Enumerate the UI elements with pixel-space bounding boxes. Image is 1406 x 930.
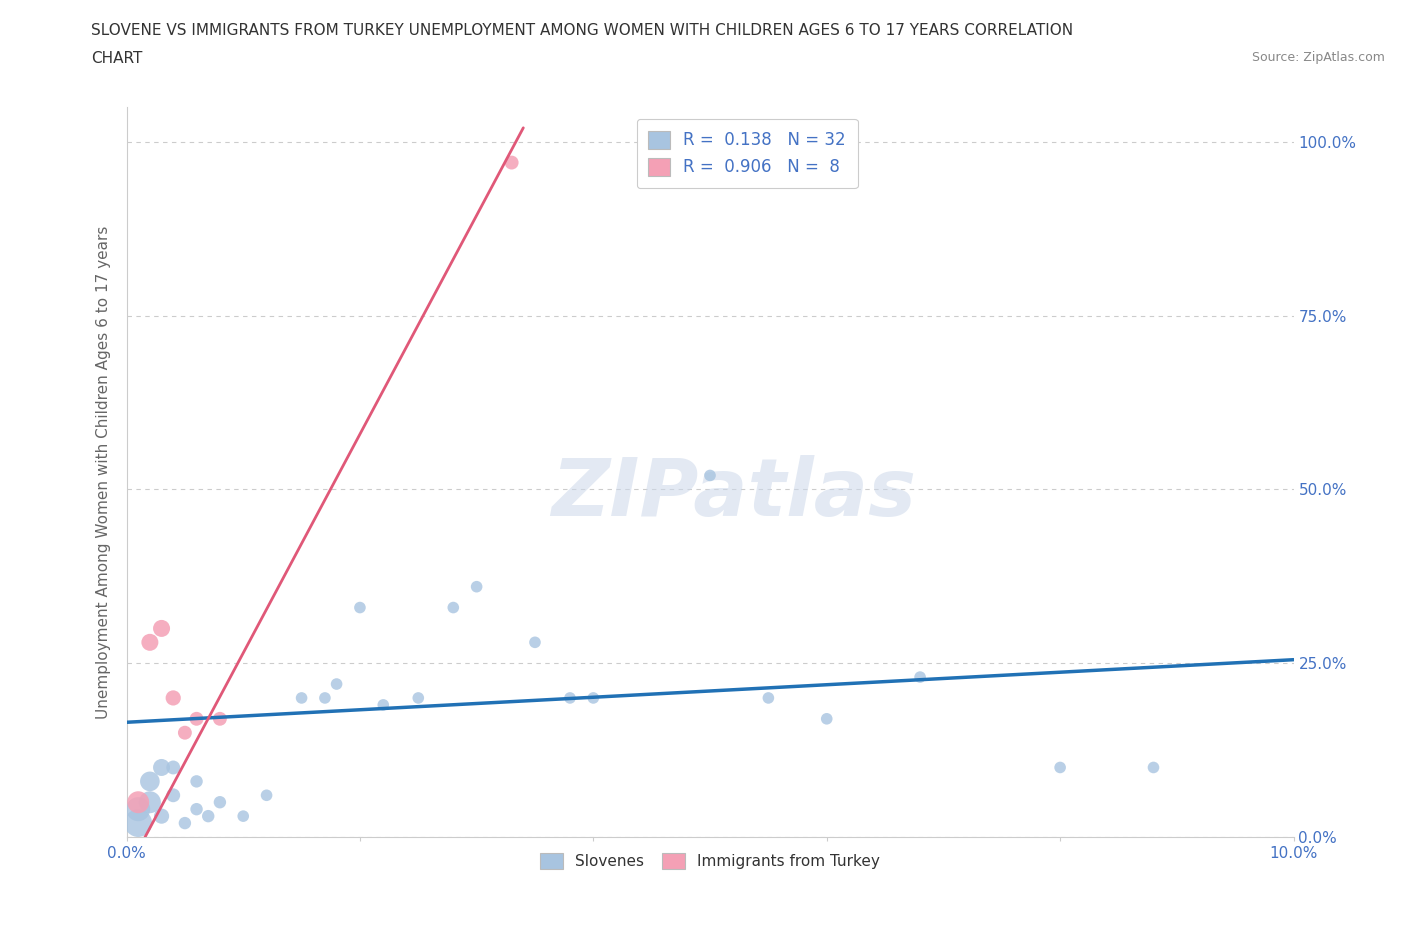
Point <box>524 635 547 650</box>
Point <box>150 760 173 775</box>
Text: SLOVENE VS IMMIGRANTS FROM TURKEY UNEMPLOYMENT AMONG WOMEN WITH CHILDREN AGES 6 : SLOVENE VS IMMIGRANTS FROM TURKEY UNEMPL… <box>91 23 1074 38</box>
Point <box>186 802 208 817</box>
Legend: Slovenes, Immigrants from Turkey: Slovenes, Immigrants from Turkey <box>531 844 889 877</box>
Point <box>314 690 336 705</box>
Point <box>186 774 208 789</box>
Text: Source: ZipAtlas.com: Source: ZipAtlas.com <box>1251 51 1385 64</box>
Point <box>465 579 488 594</box>
Point <box>127 795 149 810</box>
Point <box>699 468 721 483</box>
Point <box>197 809 219 824</box>
Point <box>815 711 838 726</box>
Point <box>582 690 605 705</box>
Point <box>908 670 931 684</box>
Point <box>1049 760 1071 775</box>
Point <box>208 711 231 726</box>
Point <box>186 711 208 726</box>
Point <box>162 788 184 803</box>
Text: ZIPatlas: ZIPatlas <box>551 455 915 533</box>
Point <box>1142 760 1164 775</box>
Point <box>150 621 173 636</box>
Point <box>127 816 149 830</box>
Point <box>756 690 779 705</box>
Point <box>162 690 184 705</box>
Point <box>441 600 464 615</box>
Point <box>232 809 254 824</box>
Point <box>501 155 523 170</box>
Point <box>139 795 162 810</box>
Point <box>256 788 278 803</box>
Point <box>349 600 371 615</box>
Point <box>174 725 197 740</box>
Point <box>558 690 581 705</box>
Point <box>290 690 312 705</box>
Point <box>162 760 184 775</box>
Point <box>325 677 347 692</box>
Point <box>373 698 395 712</box>
Point <box>408 690 430 705</box>
Y-axis label: Unemployment Among Women with Children Ages 6 to 17 years: Unemployment Among Women with Children A… <box>96 225 111 719</box>
Point <box>150 809 173 824</box>
Point <box>139 635 162 650</box>
Point <box>139 774 162 789</box>
Point <box>127 802 149 817</box>
Text: CHART: CHART <box>91 51 143 66</box>
Point <box>208 795 231 810</box>
Point <box>174 816 197 830</box>
